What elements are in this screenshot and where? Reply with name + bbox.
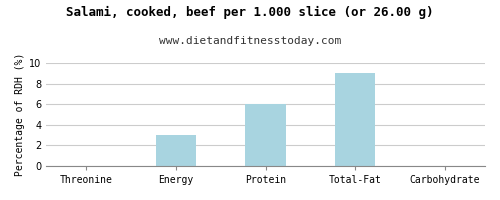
- Bar: [246, 104, 286, 166]
- Text: Salami, cooked, beef per 1.000 slice (or 26.00 g): Salami, cooked, beef per 1.000 slice (or…: [66, 6, 434, 19]
- Text: www.dietandfitnesstoday.com: www.dietandfitnesstoday.com: [159, 36, 341, 46]
- Bar: [156, 135, 196, 166]
- Y-axis label: Percentage of RDH (%): Percentage of RDH (%): [15, 53, 25, 176]
- Bar: [335, 73, 376, 166]
